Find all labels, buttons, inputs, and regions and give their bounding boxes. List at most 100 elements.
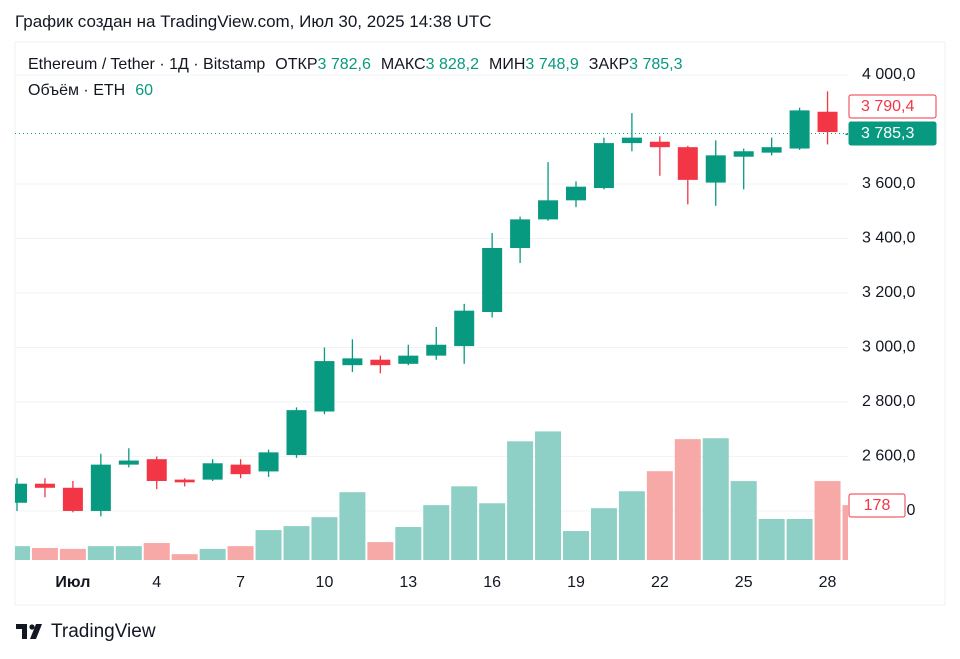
volume-bar [702,438,729,560]
candle-body [593,143,614,189]
volume-pane [15,431,848,560]
price-label: 3 790,4 [861,98,914,115]
logo: TradingView [16,621,156,642]
x-tick-label: 13 [399,574,417,591]
x-tick-label: 22 [651,574,669,591]
candle-body [34,483,55,488]
y-tick-label: 4 000,0 [862,66,915,83]
candle-body [258,452,279,472]
candle-body [286,410,307,456]
volume-bar [451,486,478,560]
legend: Ethereum / Tether · 1Д · Bitstamp ОТКР3 7… [28,56,842,74]
candle-body [90,464,111,511]
volume-bar [115,546,142,560]
volume-bar [143,543,170,560]
price-label-box [848,94,937,119]
candle-body [398,355,419,364]
brand: TradingView [51,621,156,642]
volume-bar [31,547,58,560]
volume-bar [283,526,310,560]
volume-bar [730,481,757,560]
volume-legend: Объём · ETH 60 [28,82,153,100]
x-tick-label: 7 [236,574,245,591]
axes: 4 000,0 3 600,0 3 400,0 3 200,0 3 000,0 2 800… [55,66,937,591]
candle-body [538,200,559,220]
candle-body [426,344,447,356]
legend-field-name: МАКС [380,56,426,73]
candle-body [314,361,335,412]
x-tick-label: 25 [735,574,753,591]
legend-field-value: 3 785,3 [629,56,683,73]
volume-bar [758,518,785,560]
candle-body [845,133,848,135]
candle-body [370,359,391,366]
candle-body [621,137,642,144]
x-tick-label: Июл [55,574,90,591]
logo-icon [30,624,42,639]
volume-bar [395,527,422,560]
volume-bar [311,517,338,560]
volume-bar [563,531,589,560]
volume-bar [786,518,813,560]
candle-body [761,147,782,153]
volume-label-box [848,493,906,518]
volume-bar [15,546,30,560]
candle-body [733,151,754,157]
volume-bar [590,508,617,560]
y-tick-label: 2 600,0 [862,448,915,465]
x-tick-label: 16 [483,574,501,591]
legend-field-value: 3 782,6 [317,56,371,73]
x-tick-label: 19 [567,574,585,591]
volume-bar [618,491,645,560]
chart-title: График создан на TradingView.com, Июл 30… [15,12,492,31]
candle-body [342,358,363,366]
candle-body [817,111,838,133]
volume-bar [171,554,198,560]
volume-bar [367,542,394,560]
price-label: 3 785,3 [861,125,914,142]
y-tick-label: 3 600,0 [862,175,915,192]
y-tick-label: 3 400,0 [862,230,915,247]
volume-bar [507,441,534,560]
volume-bar [479,503,506,560]
candle-body [705,155,726,183]
y-tick-label: 3 200,0 [862,284,915,301]
symbol: Ethereum / Tether · 1Д · Bitstamp [28,56,266,73]
candle-body [15,483,27,503]
candle-body [118,460,139,465]
price-label-box [848,121,937,146]
x-tick-label: 4 [152,574,161,591]
y-tick-label: 3 000,0 [862,339,915,356]
volume-bar [423,505,450,560]
candle-body [482,248,503,313]
legend-field-value: 3 748,9 [525,56,579,73]
candle-body [62,487,83,511]
x-tick-label: 10 [316,574,334,591]
candle-body [789,110,810,149]
frame [14,41,946,606]
volume-bar [535,431,562,560]
volume-bar [674,439,701,560]
legend-field-name: ЗАКР [588,56,630,73]
volume-bar [87,546,114,560]
volume-value: 60 [135,82,153,99]
legend-field-name: МИН [489,56,526,73]
candle-body [454,310,475,347]
x-tick-label: 28 [819,574,837,591]
candles [15,91,848,517]
logo-icon [16,624,27,639]
volume-bar [255,530,282,560]
candle-body [146,459,167,481]
volume-bar [339,492,366,560]
candle-body [202,463,223,480]
volume-label: 178 [864,497,891,514]
candle-body [230,464,251,475]
volume-bar [199,548,226,560]
legend-field-name: ОТКР [275,56,318,73]
candle-body [649,141,670,148]
volume-bar [59,548,86,560]
volume-bar [646,471,673,560]
legend-field-value: 3 828,2 [425,56,479,73]
